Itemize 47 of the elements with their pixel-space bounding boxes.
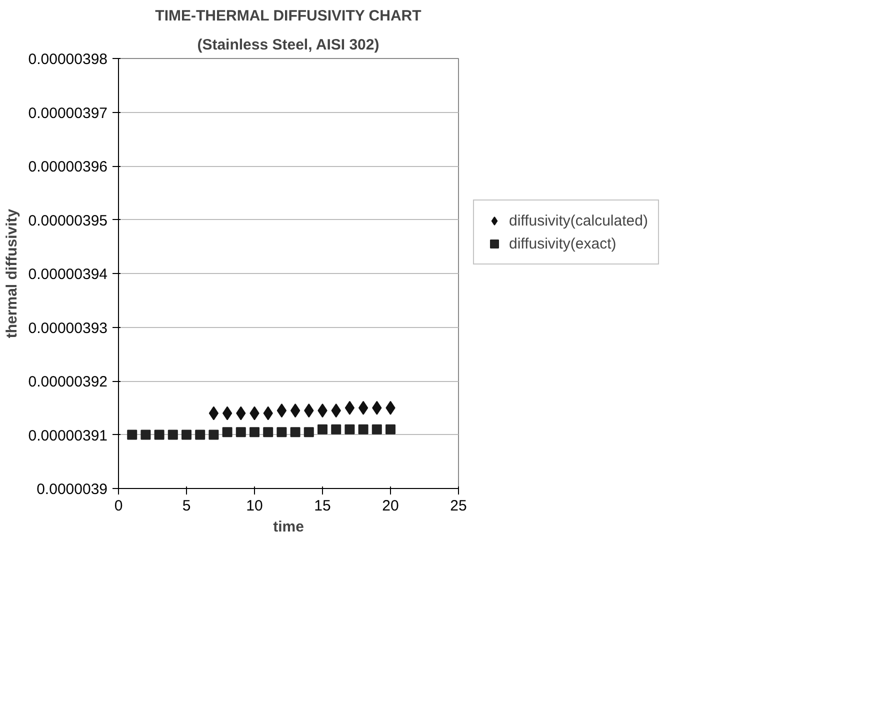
y-tick-label: 0.00000392 — [28, 374, 108, 390]
point — [222, 427, 232, 438]
y-axis-title: thermal diffusivity — [3, 208, 20, 338]
point — [344, 424, 355, 434]
point — [331, 424, 342, 434]
point — [182, 430, 192, 440]
point — [154, 430, 164, 440]
point — [263, 427, 274, 438]
point — [208, 406, 219, 420]
legend-label: diffusivity(calculated) — [509, 212, 648, 230]
y-tick-label: 0.0000039 — [36, 481, 108, 498]
point — [195, 430, 206, 440]
x-axis-title: time — [273, 518, 304, 536]
point — [168, 430, 178, 440]
y-tick-label: 0.00000397 — [28, 104, 108, 122]
point — [276, 404, 287, 418]
point — [236, 427, 246, 438]
point — [358, 424, 368, 434]
y-tick-label: 0.00000395 — [28, 212, 108, 230]
point — [290, 404, 300, 418]
point — [140, 430, 151, 440]
point — [318, 424, 328, 434]
y-tick-label: 0.00000391 — [28, 427, 108, 444]
point — [304, 427, 314, 438]
x-tick-label: 15 — [314, 498, 331, 514]
y-tick-label: 0.00000396 — [28, 158, 108, 176]
y-tick-label: 0.00000394 — [28, 266, 108, 283]
x-tick-label: 0 — [114, 498, 123, 514]
point — [250, 427, 260, 438]
x-tick-label: 10 — [246, 498, 263, 514]
legend-label: diffusivity(exact) — [509, 235, 616, 252]
x-tick-label: 25 — [450, 498, 467, 514]
point — [358, 400, 368, 415]
chart-subtitle: (Stainless Steel, AISI 302) — [197, 36, 380, 54]
point — [372, 424, 382, 434]
chart-title: TIME-THERMAL DIFFUSIVITY CHART — [155, 8, 422, 24]
x-tick-label: 5 — [182, 498, 191, 514]
point — [290, 427, 300, 438]
point — [276, 427, 287, 438]
y-tick-label: 0.00000393 — [28, 320, 108, 337]
point — [344, 400, 355, 415]
point — [127, 430, 138, 440]
x-tick-label: 20 — [382, 498, 399, 514]
y-tick-label: 0.00000398 — [28, 51, 108, 68]
point — [386, 424, 396, 434]
point — [208, 430, 219, 440]
point — [222, 406, 232, 420]
